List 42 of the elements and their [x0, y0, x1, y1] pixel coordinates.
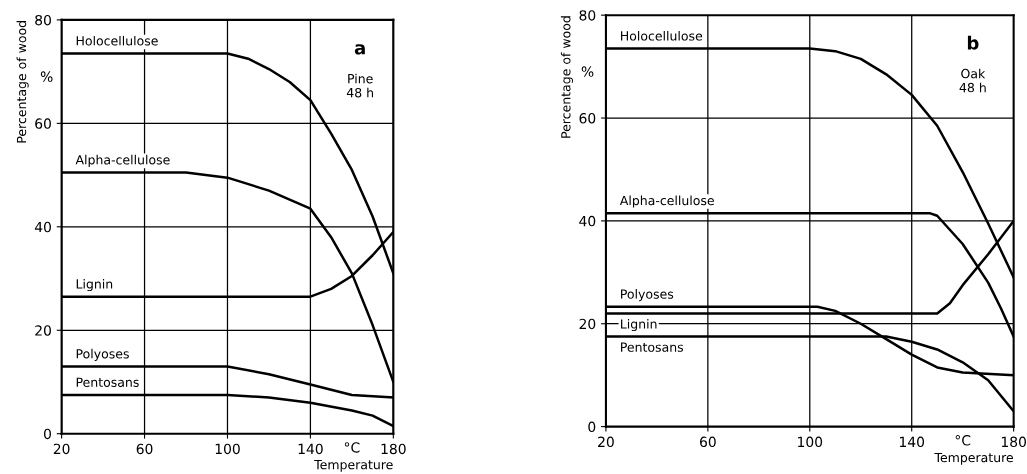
- x-tick-label: 60: [699, 436, 716, 448]
- annotation: Pine 48 h: [346, 73, 374, 98]
- series-label: Pentosans: [621, 342, 684, 352]
- series-label: Holocellulose: [76, 35, 158, 46]
- text: %: [581, 66, 594, 77]
- series-label: Pentosans: [76, 377, 139, 387]
- series-label: Alpha-cellulose: [75, 154, 170, 167]
- y-tick-label: 40: [34, 221, 51, 233]
- y-tick-label: 20: [35, 325, 51, 336]
- annotation: Oak 48 h: [959, 68, 986, 93]
- x-tick-label: 140: [298, 443, 323, 455]
- x-tick-label: 100: [798, 436, 823, 448]
- annotation: b: [967, 35, 979, 50]
- annotation: a: [354, 44, 365, 55]
- x-tick-label: 20: [598, 436, 614, 448]
- series-label: Polyoses: [621, 289, 674, 302]
- y-tick-label: 0: [43, 428, 51, 440]
- x-tick-label: 100: [215, 443, 240, 455]
- x-axis-title: Temperature: [314, 460, 393, 472]
- series-label: Holocellulose: [621, 30, 703, 41]
- text: °C: [344, 442, 360, 453]
- y-tick-label: 80: [35, 14, 51, 26]
- y-tick-label: 40: [579, 215, 596, 227]
- y-tick-label: 0: [588, 421, 596, 433]
- series-label: Alpha-cellulose: [619, 195, 714, 208]
- series-label: Lignin: [76, 278, 113, 292]
- x-tick-label: 60: [136, 443, 153, 455]
- x-tick-label: 180: [381, 443, 406, 455]
- y-tick-label: 60: [35, 118, 51, 129]
- y-tick-label: 20: [579, 318, 596, 330]
- y-axis-title: Percentage of wood: [560, 16, 573, 138]
- x-axis-title: Temperature: [934, 452, 1013, 465]
- y-tick-label: 80: [579, 10, 596, 21]
- text: %: [40, 71, 53, 82]
- text: °C: [955, 435, 971, 446]
- x-tick-label: 140: [899, 436, 925, 448]
- x-tick-label: 20: [53, 443, 70, 455]
- series-label: Polyoses: [76, 348, 129, 361]
- y-axis-title: Percentage of wood: [16, 21, 29, 143]
- x-tick-label: 180: [1001, 436, 1026, 448]
- y-tick-label: 60: [579, 112, 596, 124]
- series-label: Lignin: [621, 319, 657, 332]
